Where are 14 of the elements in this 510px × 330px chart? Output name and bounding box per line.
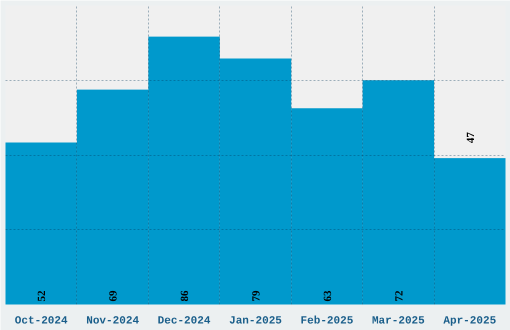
x-tick-label: Mar-2025 — [372, 316, 426, 328]
data-label: 47 — [464, 132, 477, 144]
x-tick-label: Apr-2025 — [443, 316, 497, 328]
data-label: 63 — [322, 290, 334, 302]
data-label: 86 — [179, 290, 192, 302]
data-label: 69 — [108, 290, 120, 302]
x-tick-label: Dec-2024 — [158, 316, 211, 328]
x-tick-label: Jan-2025 — [229, 316, 282, 328]
x-tick-label: Feb-2025 — [300, 316, 354, 328]
data-label: 72 — [393, 290, 406, 302]
x-tick-label: Oct-2024 — [14, 316, 68, 328]
data-label: 79 — [250, 290, 262, 302]
data-label: 52 — [36, 290, 48, 302]
x-tick-label: Nov-2024 — [86, 316, 140, 328]
